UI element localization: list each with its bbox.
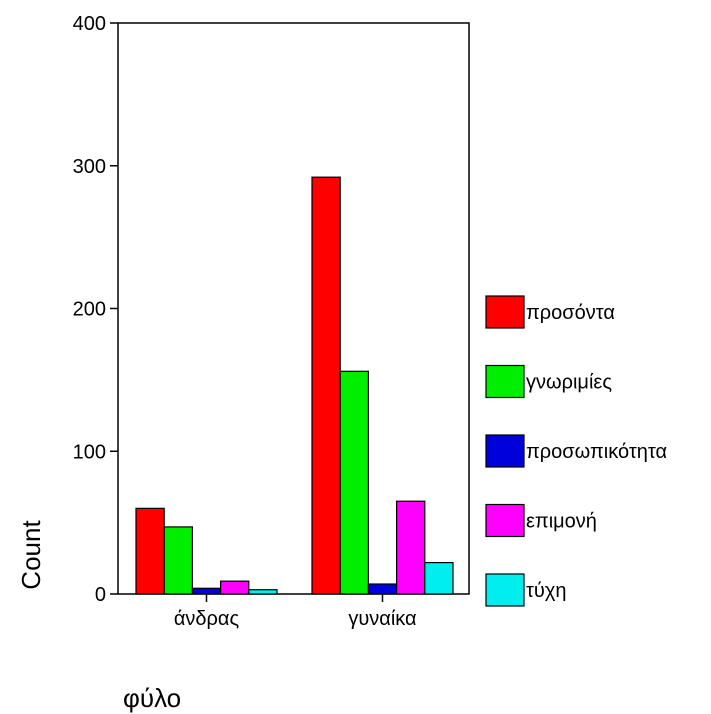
- legend-label: γνωριμίες: [526, 372, 612, 394]
- x-axis: άνδρας γυναίκα: [174, 594, 417, 630]
- bar: [367, 583, 398, 595]
- legend: προσόντα γνωριμίες προσωπικότητα επιμονή τύχ…: [485, 295, 667, 607]
- plot-frame: [117, 22, 470, 595]
- plot-area: [117, 22, 470, 595]
- legend-swatch: [485, 364, 525, 399]
- y-axis-label: Count: [16, 520, 46, 590]
- legend-swatch: [485, 295, 525, 329]
- legend-label: προσόντα: [526, 302, 615, 324]
- y-axis: 0 100 200 300 400: [73, 13, 118, 606]
- legend-swatch: [485, 573, 525, 607]
- y-tick-label: 200: [73, 299, 106, 321]
- bar: [311, 176, 341, 595]
- y-tick-label: 400: [73, 13, 106, 35]
- y-tick-label: 0: [95, 584, 106, 606]
- x-tick-label: άνδρας: [174, 608, 240, 630]
- bar: [248, 589, 278, 595]
- bar: [191, 587, 222, 595]
- bar: [220, 580, 250, 595]
- y-tick-label: 300: [73, 156, 106, 178]
- legend-label: προσωπικότητα: [526, 441, 667, 463]
- bar: [424, 561, 454, 595]
- x-tick-label: γυναίκα: [348, 608, 416, 630]
- x-axis-label: φύλο: [123, 683, 181, 713]
- bar: [339, 370, 370, 595]
- bars: [135, 176, 454, 595]
- bar: [396, 500, 426, 595]
- legend-label: τύχη: [526, 580, 566, 602]
- y-tick-label: 100: [73, 441, 106, 463]
- legend-label: επιμονή: [526, 511, 597, 533]
- bar: [163, 526, 193, 595]
- legend-swatch: [485, 434, 525, 468]
- legend-swatch: [485, 503, 525, 538]
- bar: [135, 507, 165, 595]
